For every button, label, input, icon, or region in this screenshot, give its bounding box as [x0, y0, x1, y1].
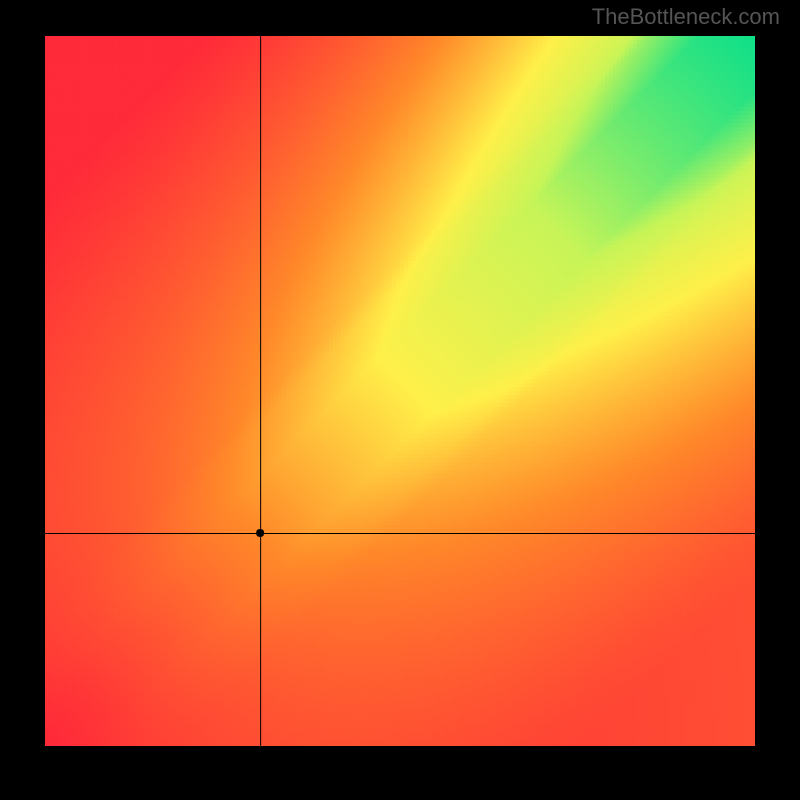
heatmap-plot: [45, 36, 755, 746]
chart-container: TheBottleneck.com: [0, 0, 800, 800]
heatmap-canvas: [45, 36, 755, 746]
watermark-text: TheBottleneck.com: [592, 4, 780, 30]
